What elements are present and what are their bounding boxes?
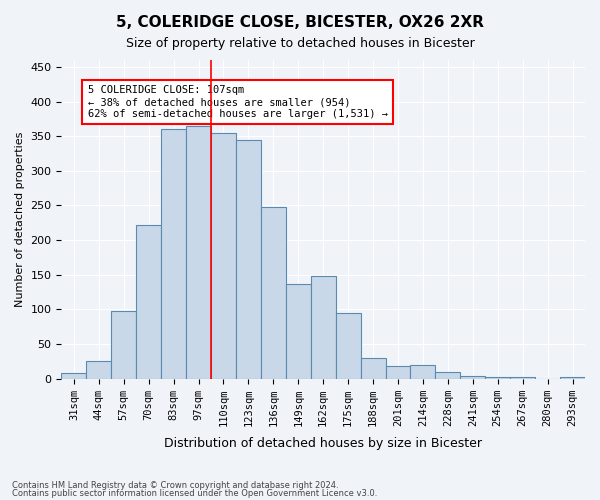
Bar — [111, 311, 136, 378]
X-axis label: Distribution of detached houses by size in Bicester: Distribution of detached houses by size … — [164, 437, 482, 450]
Text: 5 COLERIDGE CLOSE: 107sqm
← 38% of detached houses are smaller (954)
62% of semi: 5 COLERIDGE CLOSE: 107sqm ← 38% of detac… — [88, 86, 388, 118]
Bar — [136, 225, 161, 378]
Bar — [311, 276, 335, 378]
Y-axis label: Number of detached properties: Number of detached properties — [15, 132, 25, 307]
Bar — [86, 362, 111, 378]
Bar — [186, 126, 211, 378]
Bar — [236, 140, 261, 378]
Text: Size of property relative to detached houses in Bicester: Size of property relative to detached ho… — [125, 38, 475, 51]
Bar — [510, 376, 535, 378]
Text: Contains HM Land Registry data © Crown copyright and database right 2024.: Contains HM Land Registry data © Crown c… — [12, 481, 338, 490]
Bar — [386, 366, 410, 378]
Text: Contains public sector information licensed under the Open Government Licence v3: Contains public sector information licen… — [12, 488, 377, 498]
Bar — [436, 372, 460, 378]
Bar — [335, 313, 361, 378]
Text: 5, COLERIDGE CLOSE, BICESTER, OX26 2XR: 5, COLERIDGE CLOSE, BICESTER, OX26 2XR — [116, 15, 484, 30]
Bar — [261, 207, 286, 378]
Bar — [61, 373, 86, 378]
Bar — [361, 358, 386, 378]
Bar — [211, 132, 236, 378]
Bar — [410, 365, 436, 378]
Bar — [460, 376, 485, 378]
Bar — [161, 130, 186, 378]
Bar — [286, 284, 311, 378]
